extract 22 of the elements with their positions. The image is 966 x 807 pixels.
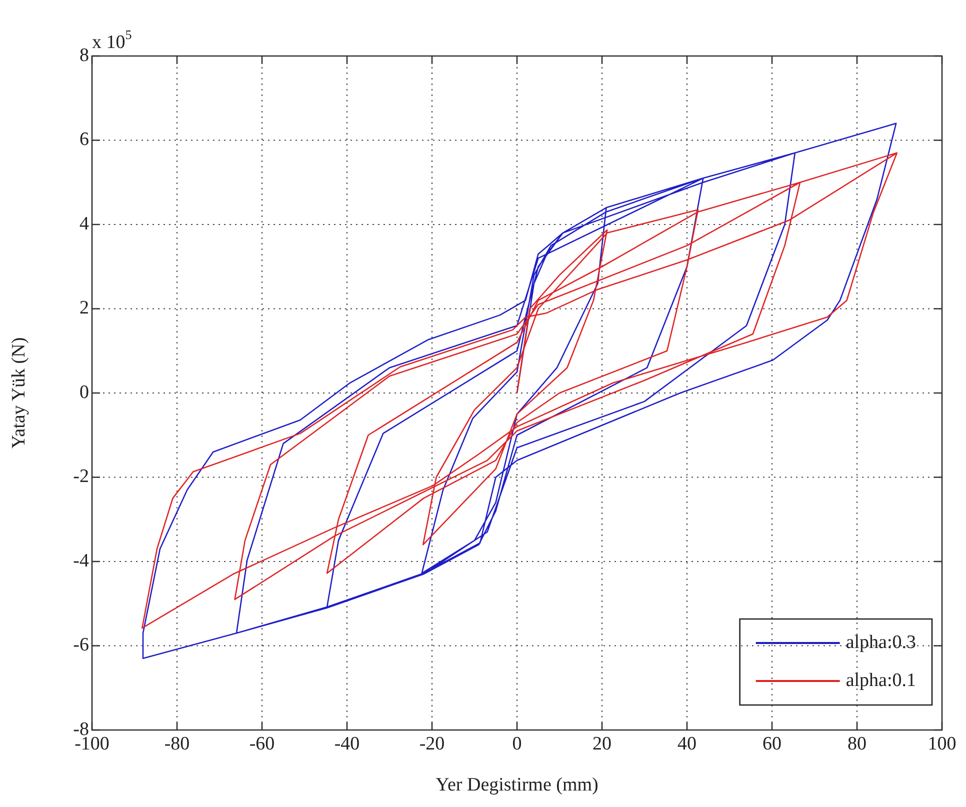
x-tick-label: -40 (334, 733, 360, 754)
y-tick-label: -4 (73, 550, 90, 572)
y-tick-label: 0 (80, 382, 89, 403)
y-tick-label: -2 (73, 466, 89, 488)
x-tick-label: 20 (592, 733, 612, 754)
y-tick-label: 2 (80, 298, 89, 319)
x-tick-label: -60 (249, 733, 275, 754)
legend-label: alpha:0.3 (846, 632, 916, 653)
x-tick-label: -20 (419, 733, 445, 754)
y-tick-label: 8 (80, 44, 89, 66)
x-tick-label: 80 (848, 733, 866, 754)
y-tick-label: 6 (80, 129, 89, 150)
x-tick-label: 0 (512, 733, 522, 754)
y-axis-title: Yatay Yük (N) (8, 337, 30, 449)
legend-label: alpha:0.1 (846, 670, 916, 691)
x-axis-title: Yer Degistirme (mm) (436, 774, 598, 796)
y-tick-label: -6 (73, 634, 89, 656)
y-tick-label: 4 (80, 213, 90, 234)
x-tick-label: 100 (928, 733, 956, 754)
x-tick-label: 60 (762, 733, 782, 754)
x-tick-label: 40 (678, 733, 696, 754)
x-tick-label: -80 (164, 733, 190, 754)
